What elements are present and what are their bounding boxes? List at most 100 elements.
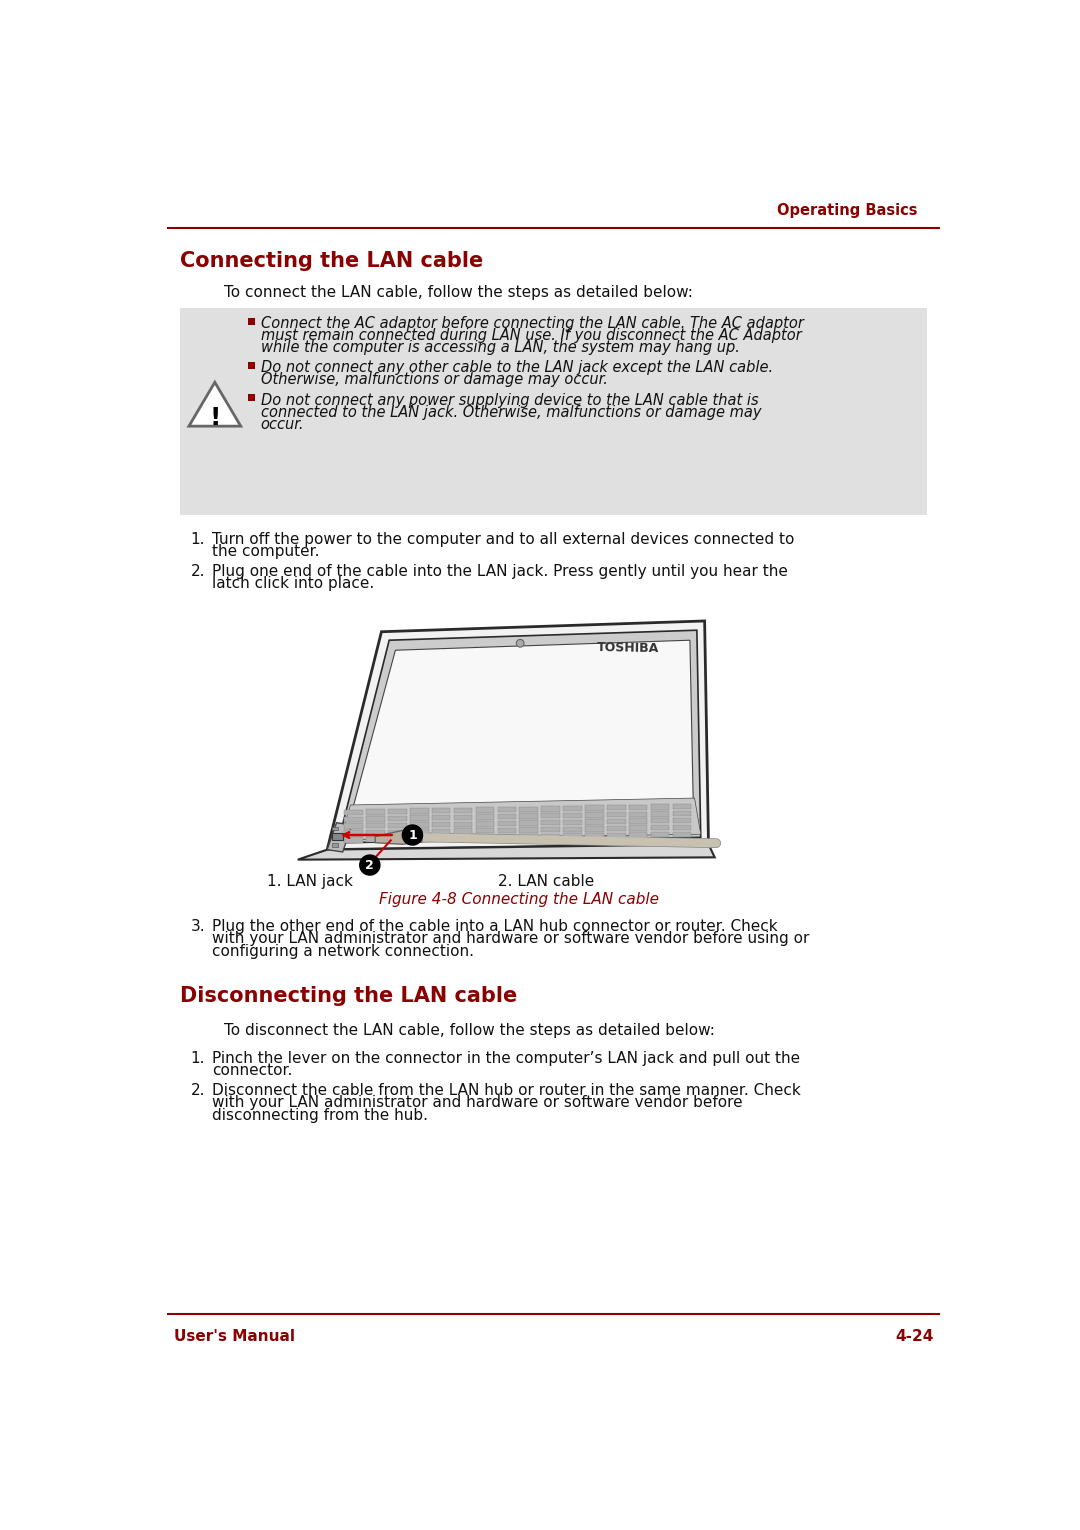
Polygon shape — [432, 829, 450, 834]
Polygon shape — [475, 835, 495, 840]
Text: To disconnect the LAN cable, follow the steps as detailed below:: To disconnect the LAN cable, follow the … — [225, 1024, 715, 1037]
Polygon shape — [519, 834, 538, 840]
Polygon shape — [388, 837, 407, 842]
Polygon shape — [673, 803, 691, 809]
Polygon shape — [585, 826, 604, 832]
Polygon shape — [498, 806, 516, 812]
Text: latch click into place.: latch click into place. — [213, 577, 375, 591]
Polygon shape — [607, 832, 625, 838]
Polygon shape — [454, 814, 472, 820]
Text: 2: 2 — [365, 858, 374, 872]
Polygon shape — [366, 837, 384, 843]
Polygon shape — [366, 823, 384, 828]
Polygon shape — [454, 822, 472, 826]
Polygon shape — [366, 815, 384, 822]
Text: Do not connect any power supplying device to the LAN cable that is: Do not connect any power supplying devic… — [260, 393, 758, 407]
Bar — [332, 832, 342, 840]
Bar — [248, 318, 255, 324]
Text: Pinch the lever on the connector in the computer’s LAN jack and pull out the: Pinch the lever on the connector in the … — [213, 1051, 800, 1065]
Circle shape — [516, 640, 524, 647]
Bar — [248, 363, 255, 369]
Polygon shape — [541, 806, 559, 811]
Polygon shape — [563, 834, 582, 838]
Polygon shape — [298, 845, 715, 860]
Text: connector.: connector. — [213, 1063, 293, 1079]
Polygon shape — [651, 832, 670, 837]
Circle shape — [403, 825, 422, 845]
Polygon shape — [519, 814, 538, 819]
Text: the computer.: the computer. — [213, 545, 320, 558]
Polygon shape — [607, 826, 625, 831]
Text: Do not connect any other cable to the LAN jack except the LAN cable.: Do not connect any other cable to the LA… — [260, 361, 772, 375]
Circle shape — [360, 855, 380, 875]
Polygon shape — [629, 832, 648, 838]
Text: must remain connected during LAN use. If you disconnect the AC Adaptor: must remain connected during LAN use. If… — [260, 327, 801, 343]
Polygon shape — [563, 826, 582, 832]
Polygon shape — [519, 828, 538, 832]
Polygon shape — [345, 823, 363, 829]
Polygon shape — [338, 630, 701, 843]
Text: Otherwise, malfunctions or damage may occur.: Otherwise, malfunctions or damage may oc… — [260, 372, 607, 387]
Polygon shape — [563, 812, 582, 819]
Polygon shape — [388, 809, 407, 814]
Text: while the computer is accessing a LAN, the system may hang up.: while the computer is accessing a LAN, t… — [260, 340, 740, 355]
Polygon shape — [388, 815, 407, 822]
Polygon shape — [454, 808, 472, 812]
Polygon shape — [345, 809, 363, 815]
Polygon shape — [410, 808, 429, 814]
Text: Connecting the LAN cable: Connecting the LAN cable — [180, 251, 483, 271]
Polygon shape — [629, 825, 648, 831]
Bar — [180, 309, 927, 514]
Polygon shape — [375, 831, 422, 845]
Polygon shape — [189, 382, 241, 427]
Polygon shape — [346, 640, 693, 834]
Bar — [248, 395, 255, 401]
Text: occur.: occur. — [260, 416, 305, 431]
Polygon shape — [498, 835, 516, 840]
Text: Connect the AC adaptor before connecting the LAN cable. The AC adaptor: Connect the AC adaptor before connecting… — [260, 317, 804, 330]
Polygon shape — [345, 831, 363, 835]
Polygon shape — [651, 805, 670, 809]
Polygon shape — [541, 826, 559, 832]
Polygon shape — [563, 806, 582, 811]
Polygon shape — [410, 815, 429, 820]
Polygon shape — [475, 814, 495, 820]
Text: 1.: 1. — [191, 531, 205, 546]
Text: 4-24: 4-24 — [895, 1330, 933, 1345]
Text: disconnecting from the hub.: disconnecting from the hub. — [213, 1108, 429, 1123]
Polygon shape — [410, 837, 429, 842]
Polygon shape — [629, 819, 648, 823]
Polygon shape — [366, 809, 384, 814]
Text: 2. LAN cable: 2. LAN cable — [498, 874, 594, 889]
Text: Plug one end of the cable into the LAN jack. Press gently until you hear the: Plug one end of the cable into the LAN j… — [213, 565, 788, 578]
Polygon shape — [651, 819, 670, 823]
Bar — [332, 826, 338, 831]
Polygon shape — [432, 808, 450, 814]
Polygon shape — [454, 835, 472, 842]
Text: To connect the LAN cable, follow the steps as detailed below:: To connect the LAN cable, follow the ste… — [225, 285, 693, 300]
Polygon shape — [498, 814, 516, 819]
Polygon shape — [340, 799, 701, 840]
Polygon shape — [541, 812, 559, 819]
Text: TOSHIBA: TOSHIBA — [596, 641, 659, 655]
Polygon shape — [345, 837, 363, 843]
Polygon shape — [498, 828, 516, 834]
Polygon shape — [651, 825, 670, 831]
Polygon shape — [454, 828, 472, 834]
Polygon shape — [475, 828, 495, 834]
Text: !: ! — [210, 405, 220, 430]
Polygon shape — [519, 820, 538, 826]
Polygon shape — [629, 805, 648, 809]
Bar — [332, 843, 338, 846]
Polygon shape — [327, 621, 708, 849]
Text: 3.: 3. — [191, 920, 205, 933]
Polygon shape — [475, 808, 495, 812]
Text: connected to the LAN jack. Otherwise, malfunctions or damage may: connected to the LAN jack. Otherwise, ma… — [260, 404, 761, 419]
Text: with your LAN administrator and hardware or software vendor before using or: with your LAN administrator and hardware… — [213, 932, 810, 946]
Polygon shape — [366, 829, 384, 835]
Polygon shape — [607, 805, 625, 811]
Text: Disconnecting the LAN cable: Disconnecting the LAN cable — [180, 985, 517, 1005]
Polygon shape — [585, 812, 604, 817]
Text: 1: 1 — [408, 829, 417, 842]
Text: 1.: 1. — [191, 1051, 205, 1065]
